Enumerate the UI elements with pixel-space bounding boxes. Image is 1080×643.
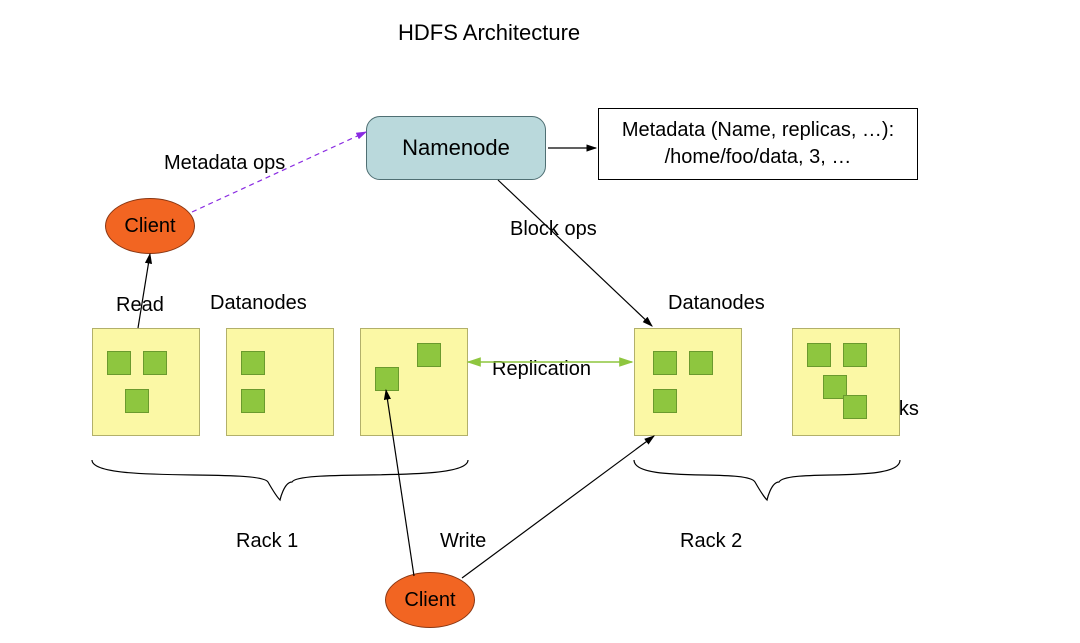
client-bottom: Client bbox=[385, 572, 475, 628]
datanode-dn1 bbox=[92, 328, 200, 436]
block bbox=[143, 351, 167, 375]
label-datanodes-left: Datanodes bbox=[210, 292, 307, 315]
arrows-overlay bbox=[0, 0, 1080, 643]
block bbox=[241, 351, 265, 375]
block bbox=[653, 389, 677, 413]
block bbox=[689, 351, 713, 375]
metadata-line2: /home/foo/data, 3, … bbox=[609, 144, 907, 171]
block bbox=[107, 351, 131, 375]
block bbox=[843, 395, 867, 419]
label-read: Read bbox=[116, 294, 164, 317]
block bbox=[807, 343, 831, 367]
metadata-box: Metadata (Name, replicas, …): /home/foo/… bbox=[598, 108, 918, 180]
label-write: Write bbox=[440, 530, 486, 553]
label-metadata-ops: Metadata ops bbox=[164, 152, 285, 175]
block bbox=[417, 343, 441, 367]
block bbox=[843, 343, 867, 367]
namenode-box: Namenode bbox=[366, 116, 546, 180]
label-rack2: Rack 2 bbox=[680, 530, 742, 553]
client-bottom-label: Client bbox=[404, 589, 455, 612]
datanode-dn3 bbox=[360, 328, 468, 436]
client-top: Client bbox=[105, 198, 195, 254]
label-rack1: Rack 1 bbox=[236, 530, 298, 553]
block bbox=[125, 389, 149, 413]
label-block-ops: Block ops bbox=[510, 218, 597, 241]
client-top-label: Client bbox=[124, 215, 175, 238]
datanode-dn2 bbox=[226, 328, 334, 436]
block bbox=[241, 389, 265, 413]
metadata-line1: Metadata (Name, replicas, …): bbox=[609, 117, 907, 144]
datanode-dn4 bbox=[634, 328, 742, 436]
label-datanodes-right: Datanodes bbox=[668, 292, 765, 315]
block bbox=[653, 351, 677, 375]
datanode-dn5 bbox=[792, 328, 900, 436]
block bbox=[375, 367, 399, 391]
label-replication: Replication bbox=[492, 358, 591, 381]
namenode-label: Namenode bbox=[402, 135, 510, 161]
diagram-title: HDFS Architecture bbox=[398, 20, 580, 46]
